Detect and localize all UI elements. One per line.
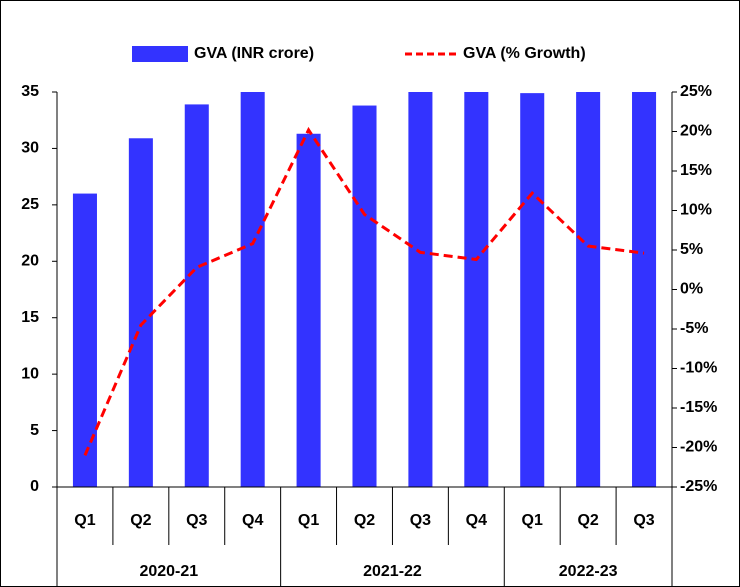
x-tick-label: Q2 (130, 512, 151, 529)
y-tick-label: 5 (30, 422, 39, 439)
y-tick-label: 15 (21, 309, 39, 326)
y-tick-label: 10 (21, 365, 39, 382)
bar (184, 104, 209, 488)
x-tick-label: Q4 (466, 512, 487, 529)
bar (520, 93, 545, 487)
x-tick-label: Q3 (186, 512, 207, 529)
y2-tick-label: 20% (680, 123, 712, 140)
legend-label: GVA (INR crore) (194, 45, 314, 62)
y-tick-label: 20 (21, 253, 39, 270)
x-tick-label: Q2 (577, 512, 598, 529)
y-tick-label: 30 (21, 140, 39, 157)
growth-line (83, 126, 645, 456)
y2-tick-label: -20% (680, 439, 717, 456)
bar (576, 92, 601, 487)
y2-tick-label: -5% (680, 320, 708, 337)
x-tick-label: Q1 (522, 512, 543, 529)
bar (240, 92, 265, 487)
bar (464, 92, 489, 487)
bar (296, 133, 321, 487)
y2-tick-label: 0% (680, 281, 703, 298)
y2-tick-label: 10% (680, 202, 712, 219)
x-tick-label: Q4 (242, 512, 263, 529)
y2-tick-label: -25% (680, 478, 717, 495)
x-tick-label: Q1 (298, 512, 319, 529)
legend-swatch (132, 46, 188, 62)
bar (352, 105, 377, 488)
y-tick-label: 25 (21, 196, 39, 213)
bar (632, 92, 657, 487)
y2-tick-label: 15% (680, 162, 712, 179)
x-tick-label: Q2 (354, 512, 375, 529)
bar (408, 92, 433, 487)
group-label: 2020-21 (139, 563, 198, 580)
bar (72, 193, 97, 488)
bar (128, 138, 153, 487)
x-tick-label: Q1 (74, 512, 95, 529)
group-label: 2021-22 (363, 563, 422, 580)
y2-tick-label: -15% (680, 399, 717, 416)
x-tick-label: Q3 (633, 512, 654, 529)
y2-tick-label: 5% (680, 241, 703, 258)
y2-tick-label: 25% (680, 83, 712, 100)
y-tick-label: 0 (30, 478, 39, 495)
y2-tick-label: -10% (680, 360, 717, 377)
legend-label: GVA (% Growth) (463, 45, 586, 62)
y-tick-label: 35 (21, 83, 39, 100)
group-label: 2022-23 (559, 563, 618, 580)
x-tick-label: Q3 (410, 512, 431, 529)
